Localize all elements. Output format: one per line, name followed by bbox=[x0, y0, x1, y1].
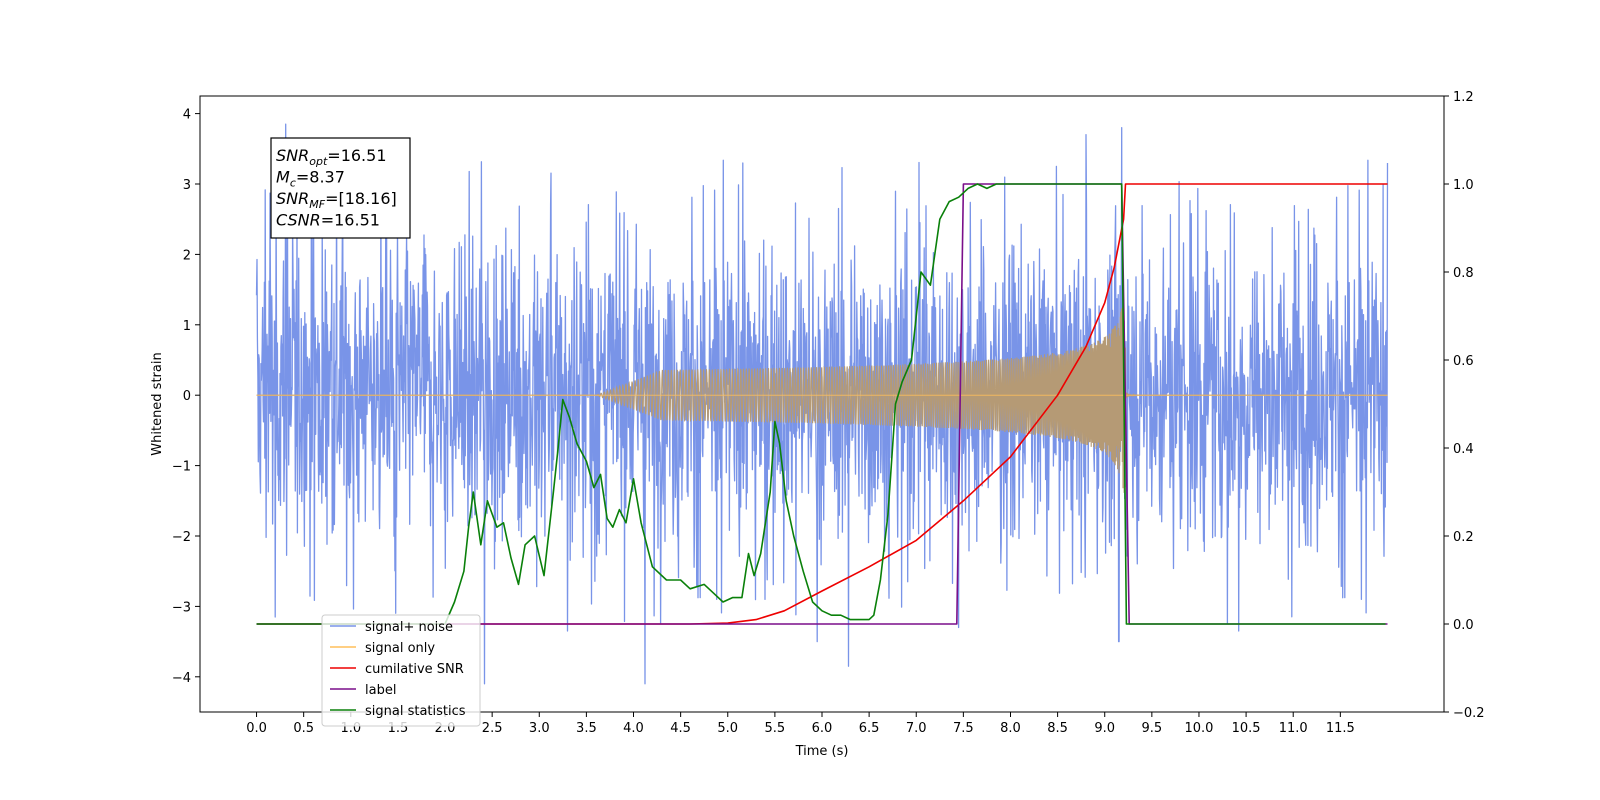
x-tick-label: 3.5 bbox=[576, 721, 597, 736]
series-layer bbox=[255, 123, 1389, 685]
x-tick-label: 0.0 bbox=[246, 721, 267, 736]
x-tick-label: 6.0 bbox=[812, 721, 833, 736]
x-tick-label: 8.0 bbox=[1000, 721, 1021, 736]
annotation-line: SNRopt=16.51 bbox=[276, 146, 387, 168]
series-cumilative-snr-line bbox=[256, 183, 1388, 625]
x-tick-label: 5.0 bbox=[717, 721, 738, 736]
y-left-tick-label: −1 bbox=[172, 460, 191, 475]
legend: signal+ noise signal only cumilative SNR la… bbox=[321, 614, 481, 727]
annotation-line: SNRMF=[18.16] bbox=[276, 189, 397, 211]
y-left-tick-label: 4 bbox=[183, 108, 191, 123]
x-tick-label: 11.0 bbox=[1279, 721, 1308, 736]
x-tick-label: 4.5 bbox=[670, 721, 691, 736]
y-left-tick-label: 1 bbox=[183, 319, 191, 334]
legend-label: signal statistics bbox=[365, 704, 466, 719]
y-left-tick-label: 0 bbox=[183, 389, 191, 404]
y-axis-label: Whitened strain bbox=[150, 352, 165, 455]
y-right-tick-label: 0.8 bbox=[1453, 266, 1474, 281]
y-left-tick-label: −2 bbox=[172, 530, 191, 545]
legend-label: signal+ noise bbox=[365, 620, 453, 635]
x-axis-label: Time (s) bbox=[795, 744, 849, 759]
annotation-frame bbox=[270, 137, 411, 239]
annotation-line: CSNR=16.51 bbox=[276, 211, 380, 230]
y-left-tick-label: 2 bbox=[183, 248, 191, 263]
legend-label: signal only bbox=[365, 641, 435, 656]
y-right-tick-label: 0.4 bbox=[1453, 442, 1474, 457]
y-right-tick-label: 0.6 bbox=[1453, 354, 1474, 369]
x-tick-label: 3.0 bbox=[529, 721, 550, 736]
y-left-tick-label: 3 bbox=[183, 178, 191, 193]
x-tick-label: 5.5 bbox=[765, 721, 786, 736]
y-left-tick-label: −4 bbox=[172, 671, 191, 686]
legend-label: cumilative SNR bbox=[365, 662, 464, 677]
series-signal-statistics-line bbox=[256, 183, 1386, 625]
x-tick-label: 10.0 bbox=[1184, 721, 1213, 736]
y-right-tick-label: 0.0 bbox=[1453, 618, 1474, 633]
x-tick-label: 11.5 bbox=[1326, 721, 1355, 736]
legend-frame bbox=[321, 614, 481, 727]
x-tick-label: 6.5 bbox=[859, 721, 880, 736]
annotation-line: Mc=8.37 bbox=[276, 168, 345, 190]
x-tick-label: 9.5 bbox=[1142, 721, 1163, 736]
y-right-tick-label: 1.0 bbox=[1453, 178, 1474, 193]
y-right-tick-label: −0.2 bbox=[1453, 706, 1485, 721]
x-tick-label: 4.0 bbox=[623, 721, 644, 736]
x-tick-label: 0.5 bbox=[293, 721, 314, 736]
annotation-box: SNRopt=16.51Mc=8.37SNRMF=[18.16]CSNR=16.… bbox=[270, 137, 411, 239]
x-tick-label: 2.5 bbox=[482, 721, 503, 736]
x-tick-label: 8.5 bbox=[1047, 721, 1068, 736]
x-tick-label: 9.0 bbox=[1094, 721, 1115, 736]
y-left-tick-label: −3 bbox=[172, 600, 191, 615]
legend-label: label bbox=[365, 683, 396, 698]
y-right-tick-label: 0.2 bbox=[1453, 530, 1474, 545]
x-tick-label: 7.0 bbox=[906, 721, 927, 736]
x-tick-label: 10.5 bbox=[1232, 721, 1261, 736]
y-right-tick-label: 1.2 bbox=[1453, 90, 1474, 105]
x-tick-label: 7.5 bbox=[953, 721, 974, 736]
